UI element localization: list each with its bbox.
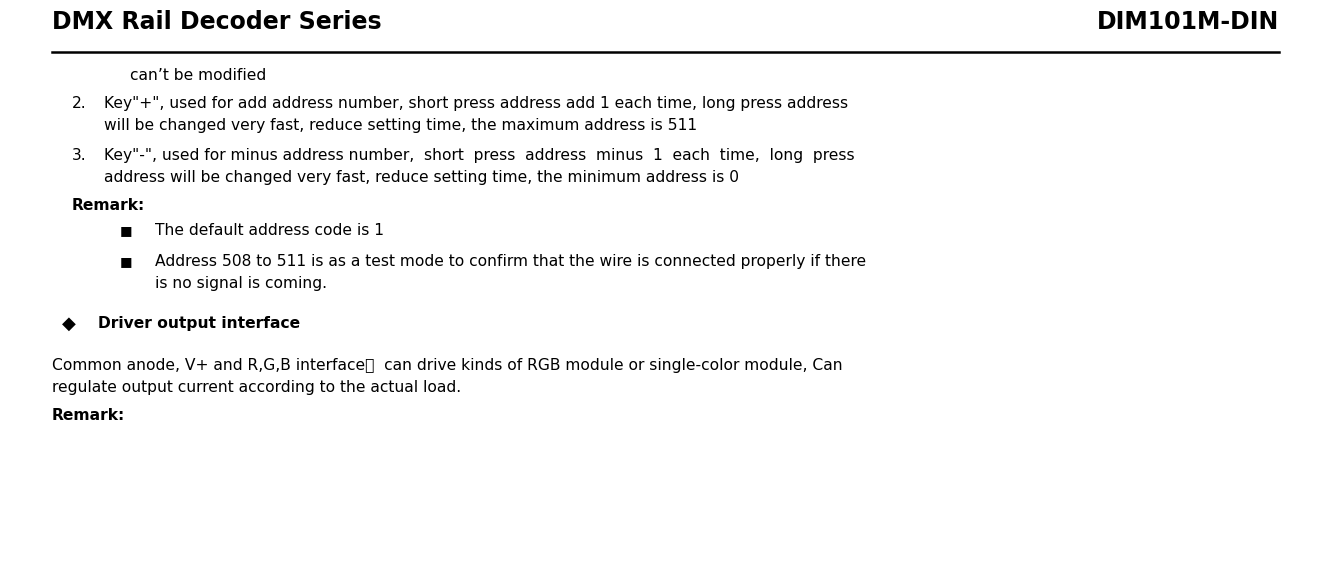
Text: ◆: ◆	[63, 315, 76, 333]
Text: 3.: 3.	[72, 148, 87, 163]
Text: can’t be modified: can’t be modified	[130, 68, 266, 83]
Text: Remark:: Remark:	[52, 408, 125, 423]
Text: ■: ■	[120, 255, 133, 268]
Text: address will be changed very fast, reduce setting time, the minimum address is 0: address will be changed very fast, reduc…	[104, 170, 739, 185]
Text: Address 508 to 511 is as a test mode to confirm that the wire is connected prope: Address 508 to 511 is as a test mode to …	[154, 254, 866, 269]
Text: Key"+", used for add address number, short press address add 1 each time, long p: Key"+", used for add address number, sho…	[104, 96, 848, 111]
Text: DIM101M-DIN: DIM101M-DIN	[1097, 10, 1279, 34]
Text: is no signal is coming.: is no signal is coming.	[154, 276, 327, 291]
Text: Driver output interface: Driver output interface	[98, 316, 299, 331]
Text: Common anode, V+ and R,G,B interface，  can drive kinds of RGB module or single-c: Common anode, V+ and R,G,B interface， ca…	[52, 358, 843, 373]
Text: 2.: 2.	[72, 96, 87, 111]
Text: regulate output current according to the actual load.: regulate output current according to the…	[52, 380, 461, 395]
Text: Key"-", used for minus address number,  short  press  address  minus  1  each  t: Key"-", used for minus address number, s…	[104, 148, 855, 163]
Text: Remark:: Remark:	[72, 198, 145, 213]
Text: The default address code is 1: The default address code is 1	[154, 223, 385, 238]
Text: will be changed very fast, reduce setting time, the maximum address is 511: will be changed very fast, reduce settin…	[104, 118, 697, 133]
Text: DMX Rail Decoder Series: DMX Rail Decoder Series	[52, 10, 382, 34]
Text: ■: ■	[120, 224, 133, 237]
